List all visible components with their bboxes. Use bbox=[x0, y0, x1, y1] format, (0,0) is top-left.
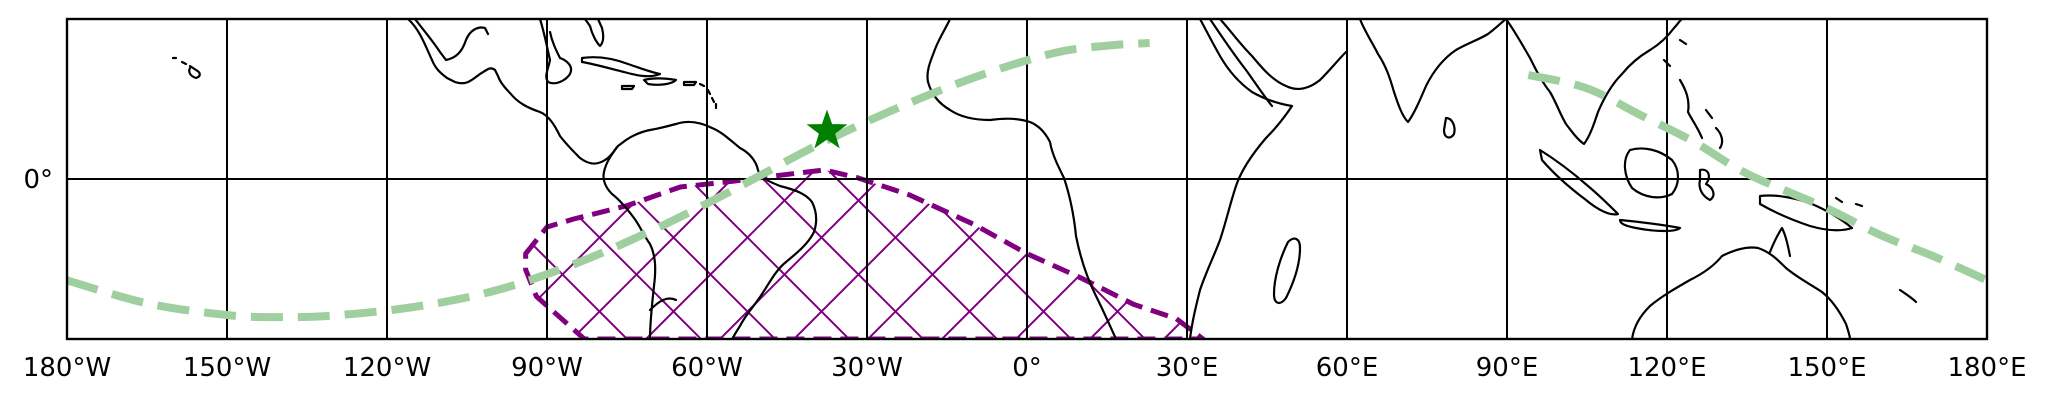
island-sri-lanka bbox=[1442, 116, 1456, 139]
hatched-region-boundary bbox=[523, 167, 1206, 339]
coastline-africa bbox=[926, 19, 1118, 339]
island-sulawesi bbox=[1698, 168, 1715, 202]
y-tick-label: 0° bbox=[23, 165, 53, 195]
hatch-line bbox=[0, 0, 23, 401]
coastline-south-america bbox=[602, 120, 818, 339]
coastline-florida bbox=[583, 19, 605, 48]
track-segment bbox=[67, 39, 1150, 322]
hatch-line bbox=[657, 169, 1060, 339]
island-hispaniola bbox=[642, 77, 678, 86]
coastline-mexico-pacific bbox=[413, 19, 490, 62]
y-tick-labels: 0° bbox=[23, 165, 53, 195]
islands-antilles bbox=[698, 82, 718, 110]
x-tick-label: 60°E bbox=[1316, 353, 1379, 383]
island-sumatra bbox=[1538, 148, 1620, 216]
island-jamaica bbox=[620, 84, 636, 91]
hatch-line bbox=[0, 0, 23, 401]
x-tick-label: 30°E bbox=[1156, 353, 1219, 383]
coastline-arabia bbox=[1218, 19, 1348, 90]
x-tick-label: 60°W bbox=[671, 353, 743, 383]
x-tick-label: 90°E bbox=[1476, 353, 1539, 383]
hatch-line bbox=[1990, 0, 2049, 401]
x-tick-labels: 180°W 150°W 120°W 90°W 60°W 30°W 0° 30°E 60°E 90°… bbox=[23, 353, 2027, 383]
coastlines bbox=[171, 19, 1918, 339]
coastline-india bbox=[1358, 19, 1508, 124]
star-marker bbox=[806, 109, 848, 149]
x-tick-label: 150°W bbox=[183, 353, 271, 383]
x-tick-label: 90°W bbox=[511, 353, 583, 383]
coastline-africa-east bbox=[1188, 19, 1294, 339]
island-puerto-rico bbox=[682, 80, 698, 87]
coastline-yucatan bbox=[538, 19, 573, 85]
islands-philippines bbox=[1678, 78, 1724, 150]
map-frame bbox=[65, 17, 1989, 341]
hatch-line bbox=[525, 169, 690, 339]
x-tick-label: 0° bbox=[1012, 353, 1042, 383]
track-line bbox=[67, 39, 1987, 322]
x-tick-label: 120°E bbox=[1627, 353, 1706, 383]
x-tick-label: 180°E bbox=[1947, 353, 2026, 383]
hatch-line bbox=[1101, 169, 1203, 339]
hatch-line bbox=[1027, 169, 1203, 339]
marker-layer bbox=[806, 109, 848, 149]
x-tick-label: 120°W bbox=[343, 353, 431, 383]
island-java bbox=[1618, 218, 1682, 233]
island-borneo bbox=[1623, 147, 1680, 199]
x-tick-label: 150°E bbox=[1787, 353, 1866, 383]
hatch-line bbox=[1990, 0, 2049, 401]
coastline-cape-york bbox=[1768, 226, 1792, 258]
coastline-australia bbox=[1630, 246, 1852, 339]
coastline-central-america bbox=[406, 19, 678, 165]
x-tick-label: 30°W bbox=[831, 353, 903, 383]
coastline-red-sea bbox=[1208, 19, 1274, 108]
x-tick-label: 180°W bbox=[23, 353, 111, 383]
track-segment bbox=[1527, 71, 1987, 284]
island-cuba bbox=[580, 56, 662, 78]
island-madagascar bbox=[1272, 237, 1302, 304]
islands-pacific bbox=[1662, 38, 1918, 304]
island-hawaii bbox=[171, 56, 201, 80]
